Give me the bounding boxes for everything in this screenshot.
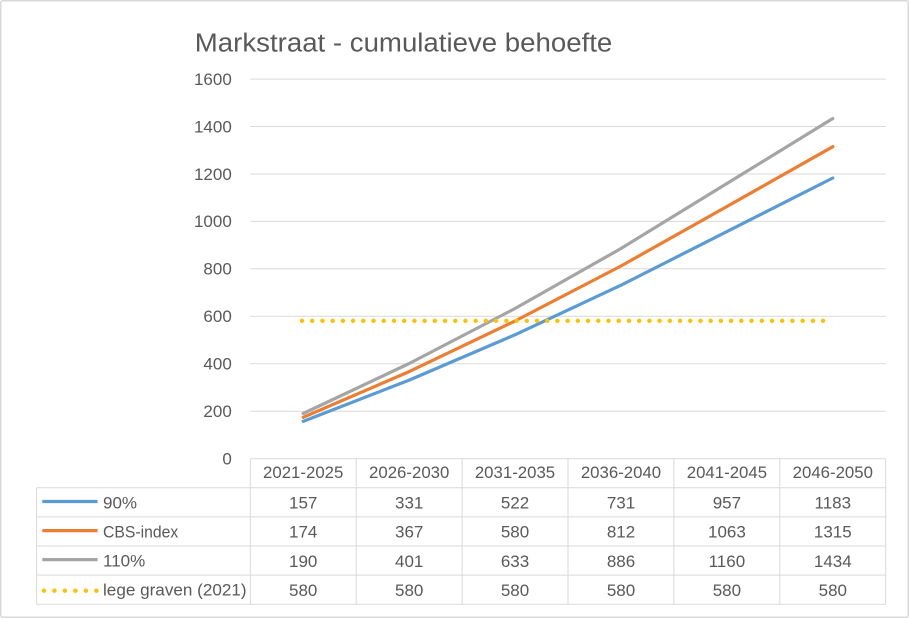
svg-text:Markstraat - cumulatieve behoe: Markstraat - cumulatieve behoefte: [195, 29, 613, 57]
svg-text:CBS-index: CBS-index: [103, 523, 179, 542]
svg-text:1600: 1600: [194, 70, 232, 89]
svg-text:2031-2035: 2031-2035: [475, 463, 555, 482]
svg-text:600: 600: [203, 307, 231, 326]
svg-text:1200: 1200: [194, 165, 232, 184]
svg-text:800: 800: [203, 260, 231, 279]
svg-text:580: 580: [819, 581, 847, 600]
svg-text:580: 580: [501, 581, 529, 600]
svg-text:400: 400: [203, 355, 231, 374]
svg-text:731: 731: [607, 494, 635, 513]
svg-text:580: 580: [395, 581, 423, 600]
svg-text:lege graven (2021): lege graven (2021): [103, 581, 247, 600]
svg-text:580: 580: [501, 523, 529, 542]
svg-text:886: 886: [607, 552, 635, 571]
svg-text:190: 190: [289, 552, 317, 571]
svg-text:174: 174: [289, 523, 317, 542]
svg-text:0: 0: [222, 449, 231, 468]
svg-text:200: 200: [203, 402, 231, 421]
svg-text:1183: 1183: [815, 494, 852, 513]
svg-text:812: 812: [607, 523, 635, 542]
svg-text:367: 367: [395, 523, 423, 542]
svg-text:1063: 1063: [708, 523, 746, 542]
svg-text:580: 580: [289, 581, 317, 600]
svg-text:157: 157: [289, 494, 317, 513]
svg-text:1315: 1315: [814, 523, 852, 542]
svg-text:1160: 1160: [709, 552, 746, 571]
svg-text:2026-2030: 2026-2030: [369, 463, 449, 482]
svg-text:2041-2045: 2041-2045: [687, 463, 767, 482]
svg-text:580: 580: [713, 581, 741, 600]
svg-text:401: 401: [395, 552, 423, 571]
svg-text:2021-2025: 2021-2025: [263, 463, 343, 482]
svg-text:957: 957: [713, 494, 741, 513]
svg-text:331: 331: [395, 494, 423, 513]
svg-text:110%: 110%: [103, 552, 145, 571]
svg-text:522: 522: [501, 494, 529, 513]
svg-text:633: 633: [501, 552, 529, 571]
svg-text:580: 580: [607, 581, 635, 600]
svg-text:1000: 1000: [194, 212, 232, 231]
svg-text:90%: 90%: [103, 493, 137, 512]
svg-text:2036-2040: 2036-2040: [581, 463, 661, 482]
svg-text:1400: 1400: [194, 117, 232, 136]
svg-text:2046-2050: 2046-2050: [793, 463, 873, 482]
svg-text:1434: 1434: [814, 552, 852, 571]
